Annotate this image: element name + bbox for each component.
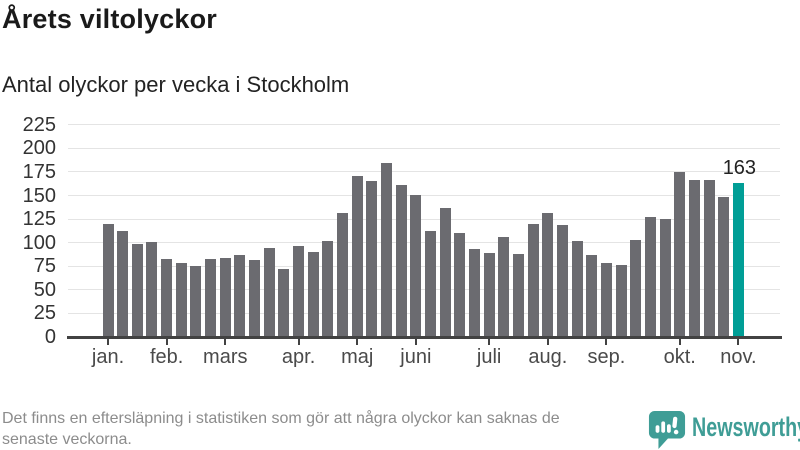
bar: [234, 254, 246, 337]
page-title: Årets viltolyckor: [2, 4, 217, 34]
x-axis-month-label: sep.: [587, 346, 626, 368]
x-axis-month-label: juni: [400, 346, 432, 368]
x-axis-tick: [224, 338, 227, 345]
x-axis-tick: [678, 338, 681, 345]
bar: [337, 213, 349, 337]
bar: [454, 233, 466, 337]
gridline: [68, 289, 780, 291]
bar: [469, 249, 480, 337]
bar: [615, 265, 627, 337]
bar: [219, 257, 231, 337]
bar: [146, 241, 158, 337]
x-axis-month-label: mars: [203, 346, 248, 368]
x-axis-tick: [297, 338, 300, 345]
gridline: [68, 218, 780, 220]
bar: [556, 224, 568, 337]
chart-subtitle: Antal olyckor per vecka i Stockholm: [2, 72, 350, 97]
y-axis-tick-label: 75: [33, 255, 56, 278]
bar: [659, 219, 671, 337]
gridline: [68, 147, 780, 149]
x-axis-month-label: nov.: [720, 346, 757, 368]
bar: [688, 179, 700, 337]
bar: [366, 181, 378, 337]
bar: [527, 223, 539, 337]
bar-current-week: [732, 183, 744, 337]
newsworthy-logo-icon[interactable]: [648, 410, 686, 449]
bar: [571, 240, 583, 337]
bar: [630, 239, 642, 337]
y-axis-tick-label: 200: [22, 137, 56, 160]
bar: [425, 231, 437, 337]
bar: [131, 243, 143, 337]
gridline: [68, 312, 780, 314]
y-axis-tick-label: 225: [22, 113, 56, 136]
x-axis-tick: [107, 338, 109, 345]
bar: [703, 180, 715, 337]
y-axis-tick-label: 25: [33, 302, 56, 325]
bar: [249, 259, 261, 337]
bar: [674, 171, 686, 337]
x-axis-tick: [356, 338, 359, 345]
bar: [161, 258, 173, 337]
bar: [381, 163, 393, 337]
y-axis-tick-label: 0: [44, 326, 56, 348]
bar: [542, 212, 554, 337]
bar: [483, 253, 495, 337]
bar: [512, 254, 524, 337]
x-axis-tick: [414, 338, 417, 345]
x-axis-tick: [605, 338, 608, 345]
y-axis-tick-label: 50: [33, 278, 56, 301]
x-axis-month-label: juli: [476, 346, 502, 368]
gridline: [68, 171, 780, 173]
x-axis-month-label: aug.: [528, 346, 568, 368]
bar: [205, 258, 217, 337]
x-axis-month-label: okt.: [663, 346, 696, 368]
bar: [278, 269, 290, 337]
bar: [175, 262, 187, 337]
y-axis-tick-label: 150: [22, 184, 56, 207]
x-axis-line: [67, 335, 782, 339]
gridline: [68, 242, 780, 244]
y-axis-tick-label: 100: [22, 231, 56, 254]
footnote-line-1: Det finns en eftersläpning i statistiken…: [2, 410, 560, 427]
gridline: [68, 195, 780, 197]
bar: [322, 240, 334, 337]
gridline: [68, 265, 780, 267]
newsworthy-brand-text[interactable]: Newsworthy: [692, 412, 800, 442]
x-axis-month-label: feb.: [149, 346, 184, 368]
x-axis-month-label: jan.: [91, 346, 125, 368]
bar: [395, 185, 407, 337]
x-axis-month-label: maj: [341, 346, 374, 368]
bar: [644, 217, 656, 337]
bar: [600, 262, 612, 337]
bar: [307, 252, 319, 337]
y-axis-tick-label: 125: [22, 208, 56, 231]
x-axis-tick: [737, 338, 740, 345]
bar: [263, 248, 275, 337]
bar: [102, 223, 114, 337]
footnote: Det finns en eftersläpning i statistiken…: [2, 408, 560, 450]
bar: [293, 245, 305, 337]
x-axis-tick: [165, 338, 168, 345]
x-axis-month-label: apr.: [281, 346, 316, 368]
x-axis-tick: [546, 338, 549, 345]
x-axis-tick: [488, 338, 491, 345]
bar: [718, 197, 730, 337]
bar: [498, 237, 510, 337]
bar-value-annotation: 163: [722, 157, 757, 180]
bar: [117, 231, 129, 337]
bar: [410, 194, 422, 337]
bar: [190, 266, 202, 337]
gridline: [68, 124, 780, 126]
y-axis-tick-label: 175: [22, 160, 56, 183]
bar: [439, 207, 451, 337]
bar: [351, 175, 363, 337]
bar: [586, 254, 598, 337]
footnote-line-2: senaste veckorna.: [2, 431, 132, 448]
plot-area: [68, 118, 780, 337]
